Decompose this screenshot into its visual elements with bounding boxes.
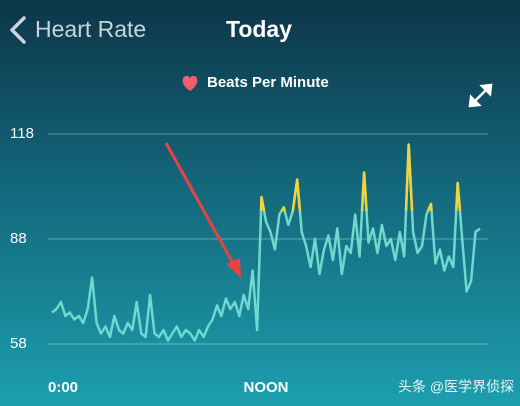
plot: 58 88 118 0:00 NOON: [10, 125, 488, 396]
x-tick-label: 0:00: [48, 379, 78, 396]
heart-rate-zone-line: [259, 143, 462, 211]
y-tick-label: 88: [10, 230, 27, 247]
y-tick-label: 58: [10, 335, 27, 352]
screen-title: Today: [226, 16, 292, 42]
legend-label: Beats Per Minute: [207, 74, 329, 91]
y-tick-label: 118: [10, 125, 34, 142]
legend-icon: [182, 75, 198, 91]
back-label[interactable]: Heart Rate: [35, 16, 146, 42]
x-tick-label: NOON: [244, 379, 289, 396]
annotation-arrow: [164, 142, 241, 278]
expand-icon[interactable]: [468, 83, 493, 108]
back-chevron[interactable]: [10, 16, 26, 44]
watermark: 头条 @医学界侦探: [398, 379, 514, 395]
